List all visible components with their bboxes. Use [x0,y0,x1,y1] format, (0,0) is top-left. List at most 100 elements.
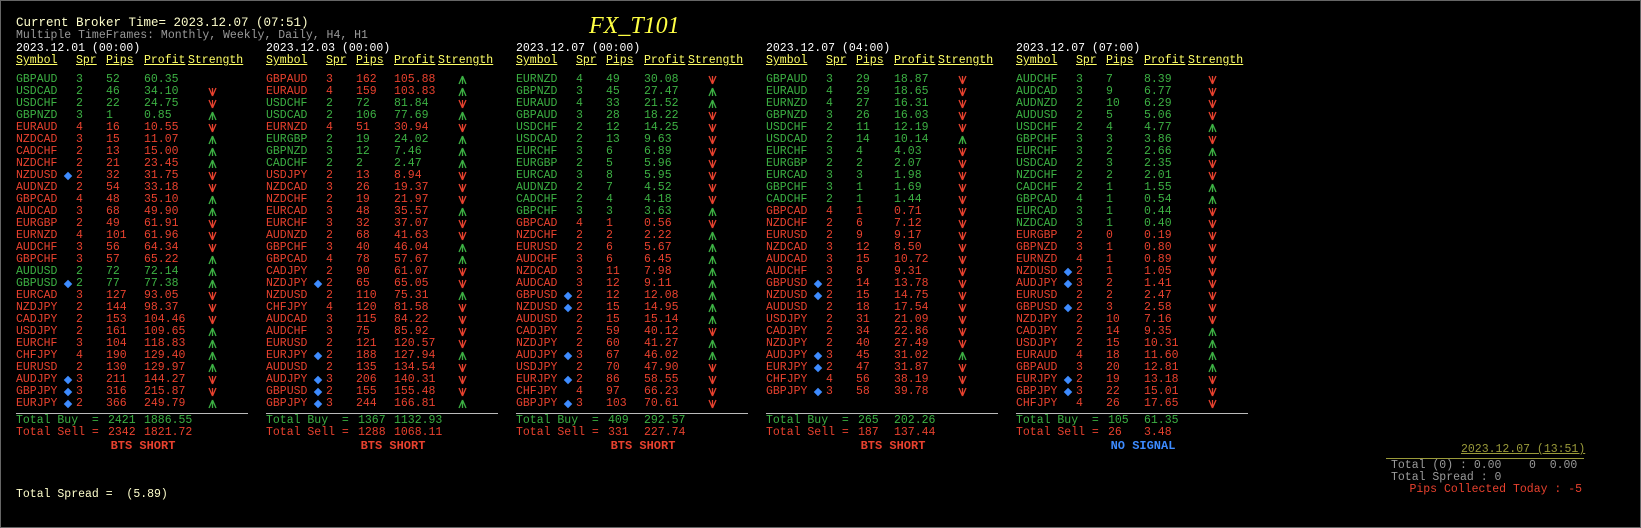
cell-pips: 2 [1106,145,1113,158]
column-header: Spr [576,54,597,67]
cell-spr: 3 [1076,85,1083,98]
flag-marker [1063,303,1073,313]
strength-arrow [458,183,467,193]
signal: NO SIGNAL [1110,439,1176,453]
cell-pips: 6 [606,241,613,254]
cell-profit: 57.67 [394,253,429,266]
strength-arrow [958,267,967,277]
cell-spr: 4 [76,229,83,242]
strength-arrow [208,99,217,109]
strength-arrow [958,315,967,325]
strength-arrow [458,159,467,169]
panel-date: 2023.12.01 (00:00) [16,42,141,55]
cell-symbol: EURAUD [766,85,808,98]
cell-symbol: USDJPY [766,313,808,326]
cell-pips: 2 [1106,277,1113,290]
strength-arrow [708,87,717,97]
cell-profit: 9.63 [644,133,672,146]
strength-arrow [208,183,217,193]
cell-pips: 1 [856,193,863,206]
cell-profit: 24.02 [394,133,429,146]
strength-arrow [958,75,967,85]
cell-profit: 14.95 [644,301,679,314]
cell-pips: 7 [1106,73,1113,86]
strength-arrow [958,363,967,373]
cell-profit: 1.55 [1144,181,1172,194]
cell-profit: 4.03 [894,145,922,158]
timeframe-panel: 2023.12.01 (00:00) Symbol Spr Pips Profit Str… [16,1,261,527]
strength-arrow [458,315,467,325]
cell-spr: 3 [826,145,833,158]
cell-profit: 2.35 [1144,157,1172,170]
summary-pips-today: Pips Collected Today : -5 [1409,483,1582,496]
cell-profit: 144.27 [144,373,186,386]
strength-arrow [708,231,717,241]
strength-arrow [208,219,217,229]
cell-profit: 21.97 [394,193,429,206]
cell-spr: 2 [826,229,833,242]
cell-spr: 3 [326,205,333,218]
cell-symbol: CADCHF [766,193,808,206]
flag-marker [563,303,573,313]
strength-arrow [208,279,217,289]
cell-pips: 13 [106,145,120,158]
cell-symbol: GBPAUD [16,73,58,86]
strength-arrow [458,267,467,277]
totals-rule [1016,413,1248,414]
cell-spr: 2 [1076,265,1083,278]
cell-spr: 2 [326,277,333,290]
cell-pips: 56 [106,241,120,254]
cell-spr: 2 [76,361,83,374]
cell-symbol: GBPCAD [516,217,558,230]
cell-profit: 64.34 [144,241,179,254]
cell-symbol: NZDJPY [516,337,558,350]
flag-marker [1063,267,1073,277]
cell-symbol: EURNZD [266,121,308,134]
strength-arrow [458,207,467,217]
strength-arrow [1208,315,1217,325]
strength-arrow [708,123,717,133]
cell-profit: 46.02 [644,349,679,362]
column-header: Strength [938,54,994,67]
cell-pips: 14 [856,133,870,146]
cell-pips: 26 [356,181,370,194]
cell-spr: 2 [826,133,833,146]
cell-profit: 4.18 [644,193,672,206]
strength-arrow [1208,135,1217,145]
cell-symbol: CHFJPY [516,385,558,398]
cell-pips: 121 [356,337,377,350]
cell-profit: 103.83 [394,85,436,98]
strength-arrow [1208,363,1217,373]
strength-arrow [208,111,217,121]
cell-pips: 244 [356,397,377,410]
cell-spr: 3 [576,265,583,278]
cell-profit: 2.66 [1144,145,1172,158]
cell-pips: 11 [856,121,870,134]
cell-symbol: GBPCAD [1016,193,1058,206]
cell-profit: 13.18 [1144,373,1179,386]
cell-symbol: CADCHF [516,193,558,206]
cell-symbol: NZDCHF [266,193,308,206]
strength-arrow [208,243,217,253]
strength-arrow [708,99,717,109]
cell-profit: 109.65 [144,325,186,338]
cell-symbol: EURCAD [16,289,58,302]
total-profit: 61.35 [1144,414,1179,427]
cell-spr: 2 [76,85,83,98]
cell-pips: 3 [1106,157,1113,170]
total-label: Total Sell = [266,426,349,439]
column-header: Strength [188,54,244,67]
cell-profit: 30.94 [394,121,429,134]
strength-arrow [1208,255,1217,265]
total-label: Total Buy = [16,414,99,427]
cell-spr: 3 [326,145,333,158]
cell-pips: 211 [106,373,127,386]
cell-spr: 3 [1076,73,1083,86]
strength-arrow [208,87,217,97]
flag-marker [813,291,823,301]
cell-spr: 2 [1076,373,1083,386]
strength-arrow [458,135,467,145]
cell-spr: 4 [326,121,333,134]
cell-symbol: GBPAUD [266,73,308,86]
strength-arrow [958,99,967,109]
